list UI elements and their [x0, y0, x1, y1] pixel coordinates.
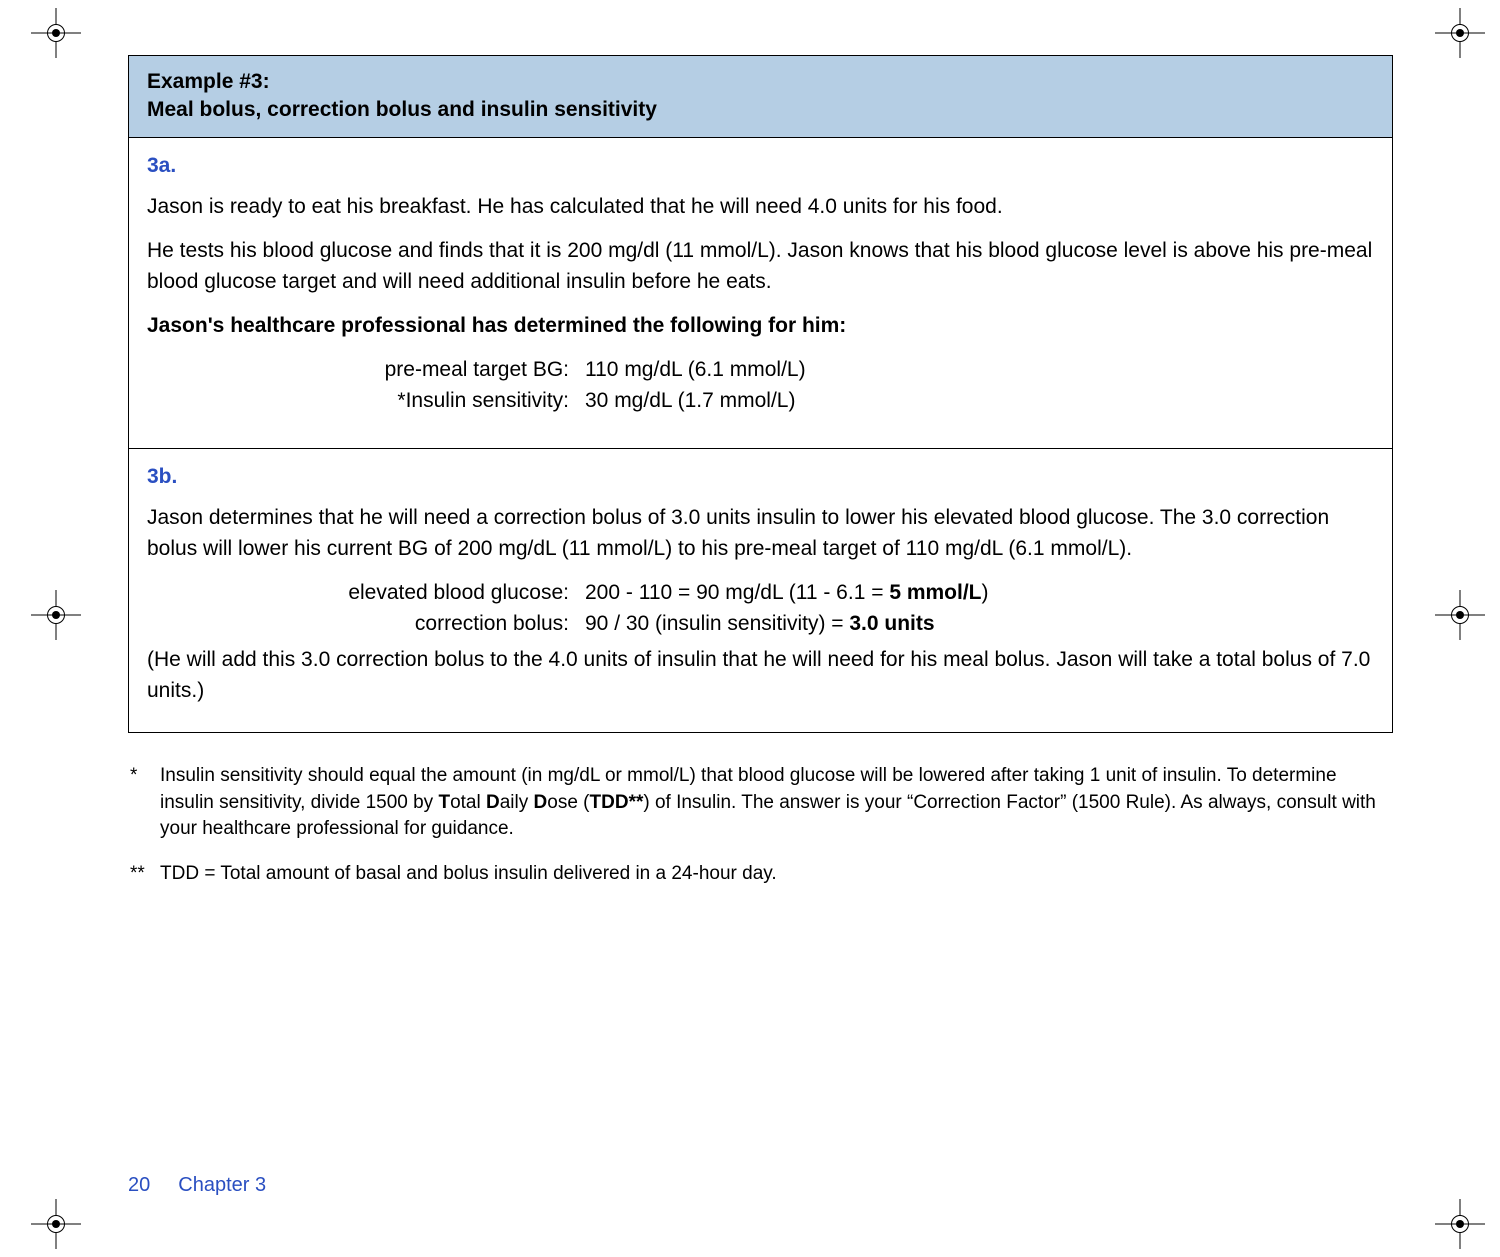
section-3a-p2: He tests his blood glucose and finds tha…	[147, 236, 1374, 297]
kv-val-bold: 5 mmol/L	[889, 581, 981, 604]
example-box: Example #3: Meal bolus, correction bolus…	[128, 55, 1393, 733]
kv-val-bold: 3.0 units	[849, 612, 934, 635]
section-3b-p2: (He will add this 3.0 correction bolus t…	[147, 645, 1374, 706]
section-3a-p1: Jason is ready to eat his breakfast. He …	[147, 192, 1374, 222]
chapter-label: Chapter 3	[178, 1174, 266, 1196]
page-number: 20	[128, 1174, 150, 1196]
kv-key: pre-meal target BG:	[237, 355, 577, 385]
kv-val: 200 - 110 = 90 mg/dL (11 - 6.1 = 5 mmol/…	[577, 578, 997, 608]
section-3b: 3b. Jason determines that he will need a…	[129, 448, 1392, 732]
example-header: Example #3: Meal bolus, correction bolus…	[129, 56, 1392, 138]
kv-val: 30 mg/dL (1.7 mmol/L)	[577, 386, 814, 416]
footnotes: * Insulin sensitivity should equal the a…	[128, 763, 1393, 887]
crop-mark-icon	[31, 590, 81, 640]
kv-val: 110 mg/dL (6.1 mmol/L)	[577, 355, 814, 385]
footnote-1: * Insulin sensitivity should equal the a…	[130, 763, 1391, 843]
kv-val-pre: 200 - 110 = 90 mg/dL (11 - 6.1 =	[585, 581, 889, 604]
footnote-1-text: Insulin sensitivity should equal the amo…	[160, 763, 1391, 843]
page-content: Example #3: Meal bolus, correction bolus…	[128, 55, 1393, 905]
footnote-2-text: TDD = Total amount of basal and bolus in…	[160, 861, 1391, 888]
kv-val-pre: 90 / 30 (insulin sensitivity) =	[585, 612, 849, 635]
section-3a-values: pre-meal target BG: 110 mg/dL (6.1 mmol/…	[237, 355, 814, 416]
kv-val-post: )	[982, 581, 989, 604]
kv-key: correction bolus:	[237, 609, 577, 639]
section-3a-p3: Jason's healthcare professional has dete…	[147, 311, 1374, 341]
section-3b-values: elevated blood glucose: 200 - 110 = 90 m…	[237, 578, 997, 639]
page-footer: 20 Chapter 3	[128, 1174, 266, 1197]
footnote-2-mark: **	[130, 861, 160, 888]
crop-mark-icon	[1435, 590, 1485, 640]
crop-mark-icon	[31, 1199, 81, 1249]
section-3b-p1: Jason determines that he will need a cor…	[147, 503, 1374, 564]
kv-val: 90 / 30 (insulin sensitivity) = 3.0 unit…	[577, 609, 997, 639]
footnote-2: ** TDD = Total amount of basal and bolus…	[130, 861, 1391, 888]
kv-key: *Insulin sensitivity:	[237, 386, 577, 416]
section-3a: 3a. Jason is ready to eat his breakfast.…	[129, 138, 1392, 449]
example-title-line1: Example #3:	[147, 68, 1374, 96]
kv-key: elevated blood glucose:	[237, 578, 577, 608]
section-3b-label: 3b.	[147, 465, 1374, 489]
crop-mark-icon	[1435, 1199, 1485, 1249]
footnote-1-mark: *	[130, 763, 160, 843]
crop-mark-icon	[1435, 8, 1485, 58]
section-3a-label: 3a.	[147, 154, 1374, 178]
example-title-line2: Meal bolus, correction bolus and insulin…	[147, 96, 1374, 124]
crop-mark-icon	[31, 8, 81, 58]
